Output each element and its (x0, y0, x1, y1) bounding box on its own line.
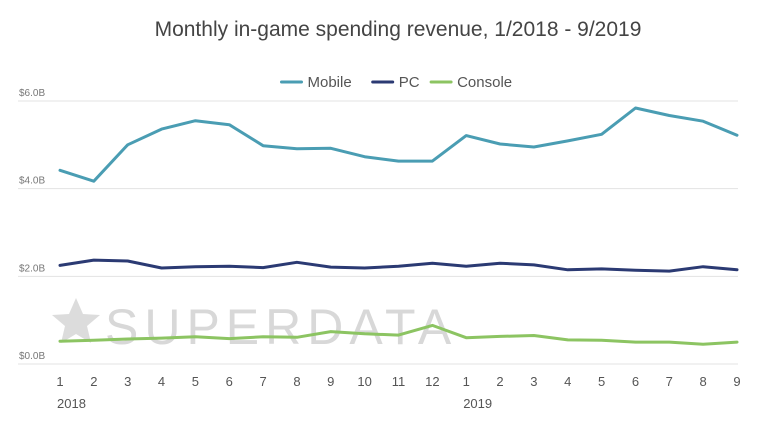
legend-label: Mobile (308, 74, 352, 91)
y-tick-label: $6.0B (19, 88, 45, 99)
year-labels: 2018 2019 (57, 396, 492, 411)
x-tick-label: 4 (564, 374, 571, 389)
x-tick-label: 7 (666, 374, 673, 389)
grid-lines (18, 100, 738, 365)
chart-title: Monthly in-game spending revenue, 1/2018… (155, 18, 642, 41)
x-tick-label: 5 (598, 374, 605, 389)
series-line-mobile (58, 106, 739, 183)
series-line-console (58, 323, 739, 346)
series-lines (58, 106, 739, 346)
x-tick-label: 8 (293, 374, 300, 389)
year-label: 2019 (463, 396, 492, 411)
x-tick-label: 1 (56, 374, 63, 389)
x-tick-label: 12 (425, 374, 439, 389)
watermark: SUPERDATA (52, 298, 457, 355)
x-tick-label: 2 (90, 374, 97, 389)
y-axis-ticks: $0.0B $2.0B $4.0B $6.0B (19, 88, 45, 362)
x-tick-label: 3 (530, 374, 537, 389)
x-tick-label: 7 (259, 374, 266, 389)
watermark-text: SUPERDATA (105, 299, 457, 355)
year-label: 2018 (57, 396, 86, 411)
x-tick-label: 6 (226, 374, 233, 389)
x-axis-ticks: 1 2 3 4 5 6 7 8 9 10 11 12 1 2 3 4 5 6 7 8 9 (56, 374, 740, 389)
y-tick-label: $0.0B (19, 351, 45, 362)
legend-item-console: Console (429, 74, 512, 91)
legend-item-pc: PC (371, 74, 420, 91)
x-tick-label: 1 (463, 374, 470, 389)
star-icon (52, 298, 100, 343)
x-tick-label: 9 (327, 374, 334, 389)
x-tick-label: 10 (357, 374, 371, 389)
y-tick-label: $4.0B (19, 176, 45, 187)
series-line-pc (58, 258, 739, 273)
x-tick-label: 9 (733, 374, 740, 389)
x-tick-label: 3 (124, 374, 131, 389)
legend: Mobile PC Console (280, 74, 512, 91)
x-tick-label: 2 (496, 374, 503, 389)
legend-label: Console (457, 74, 512, 91)
x-tick-label: 5 (192, 374, 199, 389)
x-tick-label: 4 (158, 374, 165, 389)
x-tick-label: 8 (700, 374, 707, 389)
legend-item-mobile: Mobile (280, 74, 352, 91)
legend-label: PC (399, 74, 420, 91)
y-tick-label: $2.0B (19, 263, 45, 274)
x-tick-label: 11 (392, 374, 406, 389)
x-tick-label: 6 (632, 374, 639, 389)
